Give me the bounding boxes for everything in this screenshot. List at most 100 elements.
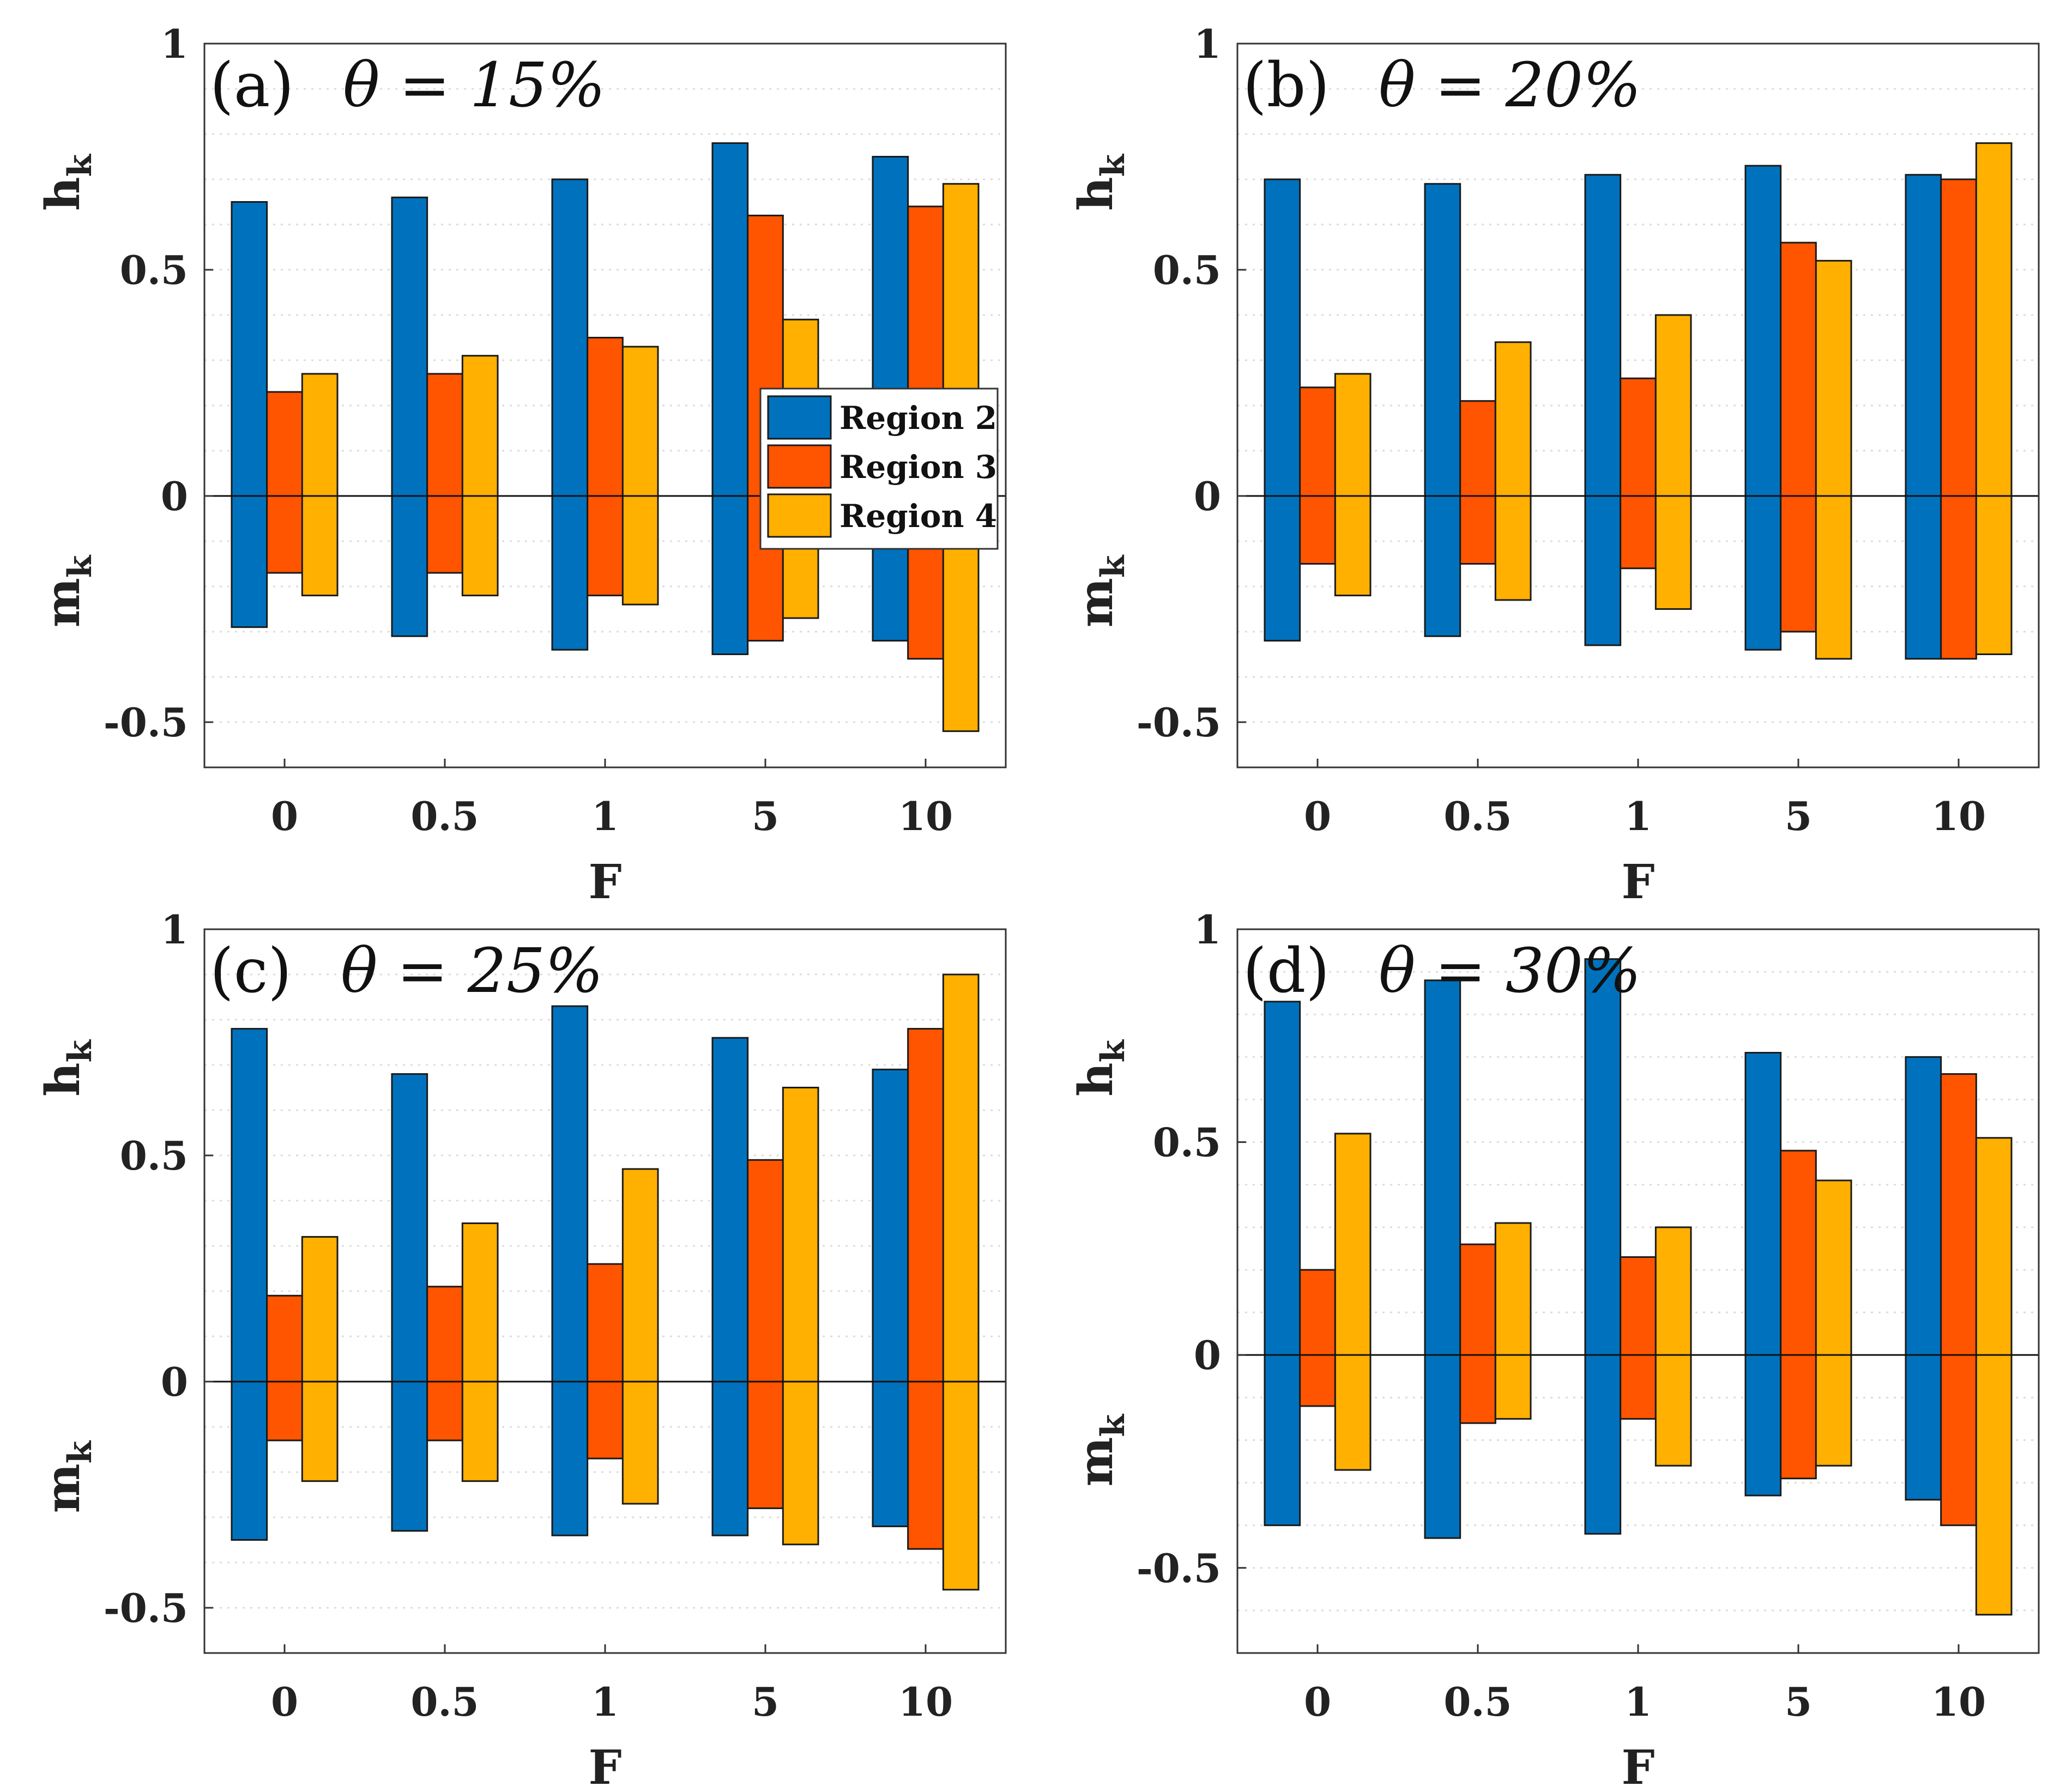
legend-entry: Region 2 (839, 399, 997, 437)
bar-region-3-1 (426, 1286, 463, 1442)
y-axis-label-bottom: mk (1068, 1413, 1132, 1486)
bar-region-3-3 (747, 1159, 784, 1509)
bar-region-2-2 (551, 1005, 589, 1536)
x-tick-label: 0.5 (410, 793, 479, 839)
y-tick-label: 0.5 (1153, 247, 1221, 293)
x-tick-label: 1 (591, 1679, 619, 1725)
x-tick-label: 5 (1785, 793, 1812, 839)
panel-title: (a) θ = 15% (210, 50, 606, 121)
bar-region-2-4 (1905, 174, 1942, 660)
x-tick-label: 10 (1931, 793, 1986, 839)
bar-region-2-4 (1905, 1056, 1942, 1501)
bar-region-2-2 (1584, 958, 1622, 1535)
y-axis-label-bottom: mk (1068, 554, 1132, 627)
legend-swatch (767, 493, 832, 538)
bars (1264, 142, 2013, 660)
bar-region-3-2 (1620, 1256, 1657, 1420)
bar-region-4-4 (1975, 1137, 2013, 1616)
y-tick-label: 0.5 (1153, 1119, 1221, 1166)
bar-region-2-0 (1264, 1001, 1301, 1527)
bar-region-2-2 (551, 178, 589, 651)
bar-region-2-3 (711, 1037, 749, 1536)
bar-region-3-4 (1940, 178, 1977, 660)
bar-region-4-0 (1334, 1133, 1372, 1471)
y-tick-label: 0 (161, 473, 188, 519)
bar-region-3-1 (1459, 400, 1496, 565)
bar-region-3-2 (1620, 377, 1657, 570)
bar-region-3-0 (266, 391, 303, 574)
bar-region-4-3 (782, 1087, 819, 1546)
y-tick-label: -0.5 (1137, 699, 1221, 746)
bar-region-4-4 (942, 973, 980, 1591)
x-tick-label: 10 (1931, 1679, 1986, 1725)
legend-entry: Region 4 (839, 498, 997, 535)
bars (231, 142, 980, 732)
bar-region-3-0 (1299, 386, 1336, 565)
legend-entry: Region 3 (839, 449, 997, 486)
y-tick-label: 1 (161, 906, 188, 953)
legend-swatch (767, 444, 832, 489)
bar-region-4-1 (461, 1222, 499, 1482)
y-axis-label-top: hk (35, 154, 99, 211)
bar-region-2-1 (391, 1073, 428, 1532)
x-tick-label: 5 (752, 793, 779, 839)
bar-region-2-2 (1584, 174, 1622, 646)
bar-region-3-2 (587, 337, 624, 597)
y-tick-label: -0.5 (1137, 1545, 1221, 1591)
x-axis-label: F (588, 1740, 621, 1792)
bar-region-4-0 (1334, 373, 1372, 597)
x-tick-label: 0.5 (1443, 793, 1512, 839)
bar-region-2-4 (872, 1068, 909, 1528)
x-tick-label: 1 (1624, 1679, 1652, 1725)
bar-region-2-0 (231, 1028, 268, 1541)
bar-region-2-1 (391, 196, 428, 637)
y-tick-label: 1 (1194, 21, 1221, 67)
x-tick-label: 5 (1785, 1679, 1812, 1725)
y-axis-label-bottom: mk (35, 554, 99, 627)
y-tick-label: 0 (1194, 473, 1221, 519)
legend: Region 2 Region 3 Region 4 (759, 388, 999, 550)
bar-region-4-2 (621, 1168, 659, 1505)
x-tick-label: 0.5 (410, 1679, 479, 1725)
x-tick-label: 10 (898, 793, 953, 839)
y-axis-label-top: hk (1068, 1039, 1132, 1097)
x-tick-label: 1 (591, 793, 619, 839)
bars (231, 973, 980, 1591)
bar-region-3-1 (426, 373, 463, 574)
x-tick-label: 0 (1304, 793, 1331, 839)
x-tick-label: 0 (271, 1679, 298, 1725)
x-tick-label: 0 (1304, 1679, 1331, 1725)
bar-region-3-3 (1780, 241, 1817, 633)
bar-region-4-4 (1975, 142, 2013, 656)
bar-region-4-1 (1494, 1222, 1532, 1420)
bars (1264, 958, 2013, 1616)
bar-region-2-3 (1744, 165, 1782, 651)
bar-region-2-3 (1744, 1052, 1782, 1497)
y-axis-label-top: hk (35, 1039, 99, 1097)
bar-region-2-3 (711, 142, 749, 656)
bar-region-3-4 (1940, 1073, 1977, 1527)
panel-title: (d) θ = 30% (1243, 936, 1641, 1007)
panel-title: (c) θ = 25% (210, 936, 603, 1007)
bar-region-4-2 (621, 346, 659, 606)
bar-region-4-0 (301, 373, 339, 597)
bar-region-4-1 (1494, 341, 1532, 601)
y-tick-label: 0.5 (120, 247, 188, 293)
x-tick-label: 0.5 (1443, 1679, 1512, 1725)
bar-region-2-1 (1424, 979, 1461, 1539)
bar-region-4-3 (1815, 1179, 1852, 1467)
bar-region-3-2 (587, 1263, 624, 1460)
y-tick-label: 1 (161, 21, 188, 67)
x-tick-label: 5 (752, 1679, 779, 1725)
bar-region-4-0 (301, 1236, 339, 1482)
x-axis-label: F (1621, 855, 1654, 910)
legend-swatch (767, 395, 832, 440)
bar-region-2-0 (1264, 178, 1301, 642)
x-tick-label: 10 (898, 1679, 953, 1725)
bar-region-3-0 (266, 1294, 303, 1442)
bar-region-4-2 (1654, 314, 1692, 610)
